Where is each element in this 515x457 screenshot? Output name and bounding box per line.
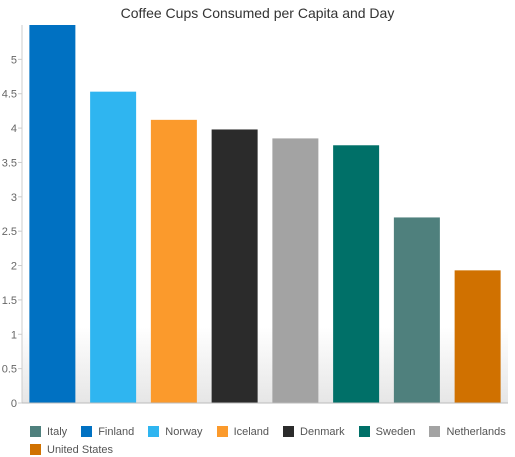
y-tick-label: 4	[11, 123, 17, 135]
bar-finland[interactable]	[29, 25, 76, 403]
legend: Italy Finland Norway Iceland Denmark Sweden Ne…	[30, 425, 510, 456]
chart-title: Coffee Cups Consumed per Capita and Day	[120, 5, 395, 21]
y-tick-label: 2	[11, 261, 17, 273]
bar-iceland[interactable]	[150, 119, 197, 404]
legend-swatch	[30, 444, 41, 455]
legend-label: Netherlands	[446, 425, 506, 438]
bar-denmark[interactable]	[211, 129, 258, 403]
legend-swatch	[148, 426, 160, 437]
legend-swatch	[429, 426, 441, 437]
bar-sweden[interactable]	[333, 145, 380, 404]
legend-item-finland[interactable]: Finland	[81, 425, 134, 438]
bar-italy[interactable]	[393, 217, 440, 403]
legend-swatch	[30, 426, 41, 437]
legend-item-iceland[interactable]: Iceland	[216, 425, 270, 438]
bar-netherlands[interactable]	[272, 138, 319, 403]
legend-label: Iceland	[233, 425, 270, 438]
y-tick-label: 4.5	[2, 89, 17, 101]
y-tick-label: 1.5	[2, 295, 17, 307]
chart-plot: 0 0.5 1 1.5 2 2.5 3 3.5 4 4.5 5	[2, 25, 508, 410]
legend-item-denmark[interactable]: Denmark	[283, 425, 345, 438]
legend-label: Finland	[98, 425, 135, 438]
y-tick-label: 0.5	[2, 364, 17, 376]
y-tick-label: 5	[11, 54, 17, 66]
legend-label: Norway	[165, 425, 203, 438]
bar-norway[interactable]	[90, 91, 137, 403]
y-tick-label: 0	[11, 398, 17, 410]
legend-label: Italy	[47, 425, 68, 438]
legend-item-united-states[interactable]: United States	[30, 443, 113, 456]
legend-item-norway[interactable]: Norway	[148, 425, 203, 438]
legend-item-italy[interactable]: Italy	[30, 425, 67, 438]
y-tick-label: 2.5	[2, 226, 17, 238]
legend-item-sweden[interactable]: Sweden	[358, 425, 416, 438]
legend-swatch	[81, 426, 93, 437]
y-tick-label: 1	[11, 329, 17, 341]
legend-swatch	[216, 426, 228, 437]
y-tick-label: 3	[11, 192, 17, 204]
legend-swatch	[358, 426, 370, 437]
bar-united-states[interactable]	[454, 270, 501, 403]
y-tick-label: 3.5	[2, 157, 17, 169]
legend-label: Sweden	[375, 425, 416, 438]
legend-label: Denmark	[300, 425, 345, 438]
legend-item-netherlands[interactable]: Netherlands	[429, 425, 506, 438]
legend-swatch	[283, 426, 295, 437]
legend-label: United States	[47, 443, 114, 456]
